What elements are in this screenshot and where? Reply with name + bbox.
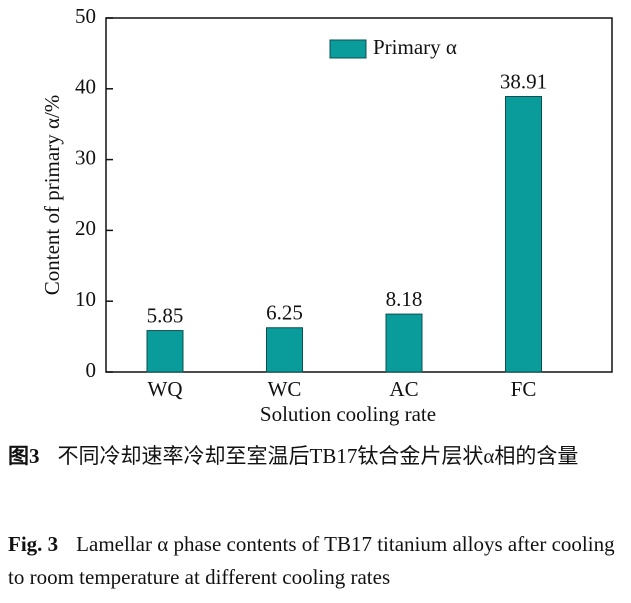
- bar: [385, 313, 423, 373]
- data-label: 5.85: [147, 303, 184, 327]
- data-label: 6.25: [266, 301, 303, 325]
- plot-frame: [105, 17, 613, 373]
- y-tick-label: 40: [75, 75, 96, 99]
- caption-cn-label: 图3: [8, 444, 40, 468]
- bar: [266, 327, 303, 373]
- caption-cn-text: 不同冷却速率冷却至室温后TB17钛合金片层状α相的含量: [57, 444, 579, 468]
- legend-label: Primary α: [373, 35, 457, 59]
- x-tick-label: FC: [511, 377, 537, 401]
- y-tick-label: 10: [75, 287, 96, 311]
- x-tick-label: AC: [389, 377, 418, 401]
- caption-en: Fig. 3 Lamellar α phase contents of TB17 …: [8, 528, 626, 594]
- caption-cn: 图3 不同冷却速率冷却至室温后TB17钛合金片层状α相的含量: [8, 440, 626, 473]
- x-axis-label: Solution cooling rate: [260, 402, 436, 426]
- y-tick-label: 0: [86, 358, 97, 382]
- chart: Solution cooling rate Content of primary…: [40, 4, 613, 426]
- x-tick-label: WC: [268, 377, 302, 401]
- bar: [505, 96, 542, 373]
- data-label: 38.91: [500, 69, 547, 93]
- y-tick-label: 30: [75, 145, 96, 169]
- legend-swatch: [329, 39, 367, 59]
- y-axis-label: Content of primary α/%: [40, 95, 64, 296]
- y-tick-label: 20: [75, 216, 96, 240]
- data-label: 8.18: [386, 287, 423, 311]
- y-tick-label: 50: [75, 4, 96, 28]
- caption-en-text: Lamellar α phase contents of TB17 titani…: [8, 532, 615, 589]
- x-tick-label: WQ: [148, 377, 183, 401]
- bar: [146, 330, 184, 373]
- caption-en-label: Fig. 3: [8, 532, 59, 556]
